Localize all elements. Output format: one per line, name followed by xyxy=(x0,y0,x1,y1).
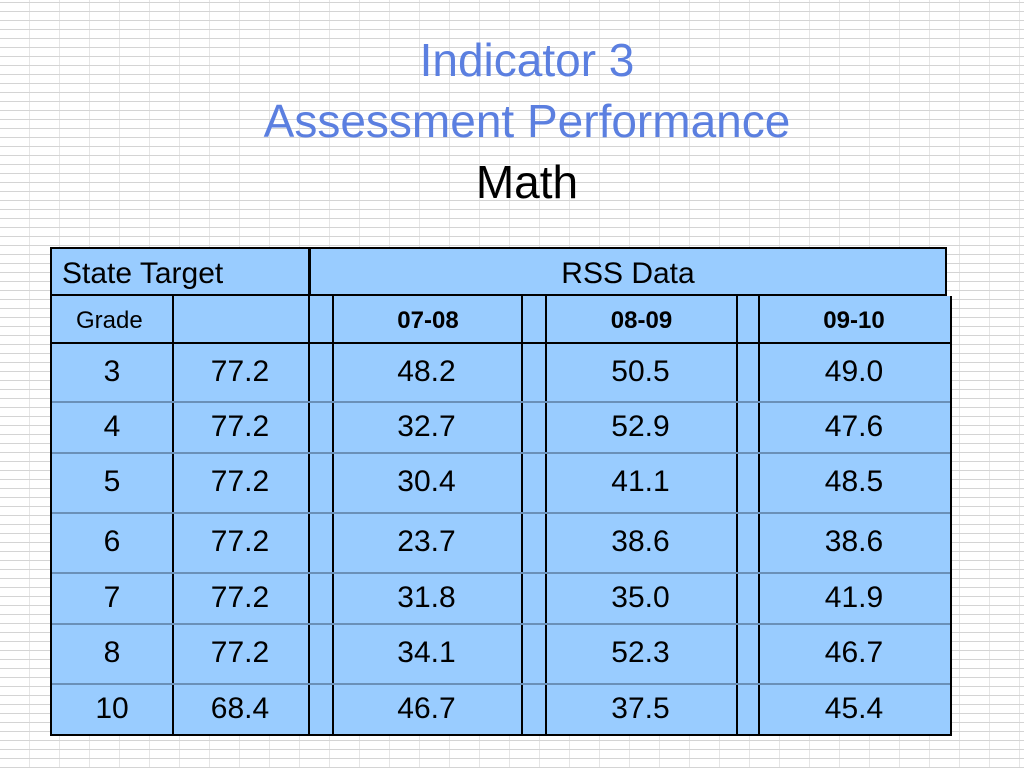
cell-target: 77.2 xyxy=(210,355,270,388)
cell-y0708: 46.7 xyxy=(397,692,456,725)
row-divider xyxy=(52,572,950,574)
cell-y0809: 52.9 xyxy=(611,410,670,443)
cell-y0809: 37.5 xyxy=(611,692,670,725)
cell-y0910: 48.5 xyxy=(824,465,884,498)
cell-target: 77.2 xyxy=(210,636,270,669)
cell-y0708: 31.8 xyxy=(397,581,456,614)
cell-target: 68.4 xyxy=(210,692,270,725)
cell-y0708: 48.2 xyxy=(397,355,456,388)
cell-grade: 6 xyxy=(103,525,121,558)
column-divider xyxy=(521,296,523,734)
column-divider xyxy=(545,296,547,734)
row-divider xyxy=(52,623,950,625)
cell-y0910: 45.4 xyxy=(824,692,884,725)
year-header-0708: 07-08 xyxy=(397,307,459,334)
cell-target: 77.2 xyxy=(210,581,270,614)
cell-y0910: 47.6 xyxy=(824,410,884,443)
title-indicator: Indicator 3 xyxy=(419,34,635,86)
cell-grade: 10 xyxy=(95,692,129,725)
table-body: Grade 07-08 08-09 09-10 3 77.2 48.2 50.5 49.… xyxy=(50,296,952,736)
cell-grade: 4 xyxy=(103,410,121,443)
header-separator xyxy=(52,342,950,344)
cell-y0809: 38.6 xyxy=(611,525,670,558)
cell-grade: 7 xyxy=(103,581,121,614)
title-subject: Math xyxy=(475,156,579,208)
column-divider xyxy=(758,296,760,734)
cell-y0910: 46.7 xyxy=(824,636,884,669)
year-header-0910: 09-10 xyxy=(823,307,885,334)
column-divider xyxy=(172,296,174,734)
cell-grade: 3 xyxy=(103,355,121,388)
title-assessment-performance: Assessment Performance xyxy=(263,95,791,147)
grade-column-header: Grade xyxy=(76,307,143,334)
rss-data-header: RSS Data xyxy=(561,257,695,290)
cell-y0708: 30.4 xyxy=(397,465,456,498)
cell-y0910: 41.9 xyxy=(824,581,884,614)
cell-y0809: 52.3 xyxy=(611,636,670,669)
cell-y0910: 49.0 xyxy=(824,355,884,388)
cell-grade: 8 xyxy=(103,636,121,669)
cell-y0809: 41.1 xyxy=(611,465,670,498)
column-divider xyxy=(736,296,738,734)
cell-target: 77.2 xyxy=(210,410,270,443)
header-divider xyxy=(308,249,311,294)
cell-y0809: 35.0 xyxy=(611,581,670,614)
state-target-header: State Target xyxy=(62,257,224,290)
cell-target: 77.2 xyxy=(210,525,270,558)
row-divider xyxy=(52,452,950,454)
column-divider xyxy=(332,296,334,734)
year-header-0809: 08-09 xyxy=(610,307,673,334)
cell-y0708: 23.7 xyxy=(397,525,456,558)
cell-y0809: 50.5 xyxy=(611,355,670,388)
cell-y0708: 34.1 xyxy=(397,636,456,669)
cell-y0910: 38.6 xyxy=(824,525,884,558)
cell-y0708: 32.7 xyxy=(397,410,456,443)
row-divider xyxy=(52,401,950,403)
column-divider xyxy=(308,296,310,734)
table-group-header: State Target RSS Data xyxy=(50,247,947,296)
row-divider xyxy=(52,683,950,685)
cell-grade: 5 xyxy=(103,465,121,498)
slide-title: Indicator 3 Assessment Performance Math xyxy=(0,30,1024,213)
assessment-table: State Target RSS Data Grade 07-08 08-09 … xyxy=(50,247,952,737)
row-divider xyxy=(52,512,950,514)
cell-target: 77.2 xyxy=(210,465,270,498)
